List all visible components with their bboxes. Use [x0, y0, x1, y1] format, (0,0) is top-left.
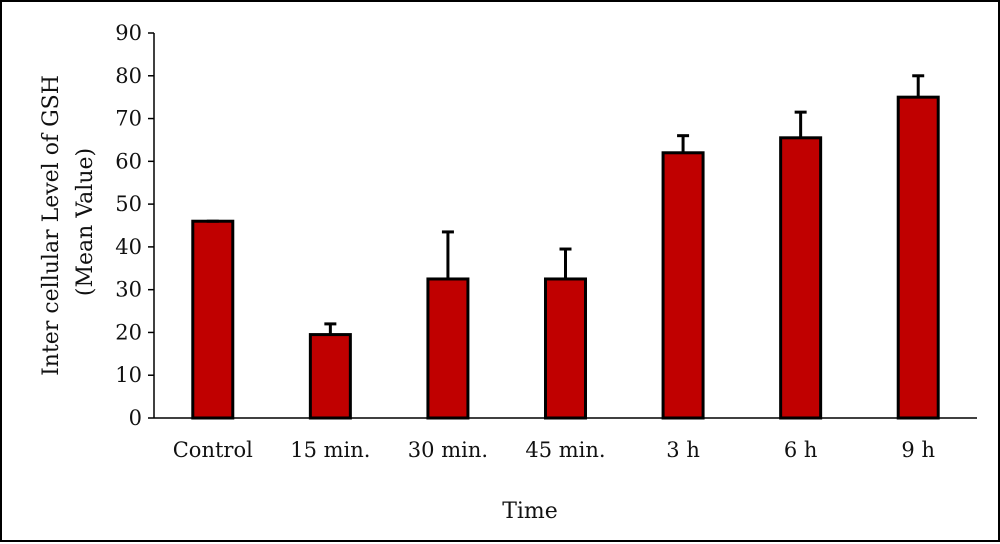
bar — [544, 277, 587, 420]
bar — [896, 95, 940, 420]
x-axis-categories: Control 15 min. 30 min. 45 min. 3 h 6 h 9 h — [173, 438, 935, 462]
bar — [426, 277, 470, 420]
bars — [191, 95, 940, 420]
x-category-label: 3 h — [666, 438, 700, 462]
y-axis-title: Inter cellular Level of GSH (Mean Value) — [39, 68, 98, 376]
x-category-label: 45 min. — [525, 438, 605, 462]
y-tick-label: 50 — [115, 192, 142, 216]
y-axis-title-line1: Inter cellular Level of GSH — [39, 75, 64, 376]
y-tick-label: 20 — [115, 320, 142, 344]
x-axis-title: Time — [502, 499, 558, 524]
bar — [661, 151, 705, 420]
y-tick-label: 0 — [129, 406, 142, 430]
x-category-label: Control — [173, 438, 253, 462]
y-tick-label: 90 — [115, 21, 142, 45]
bar — [191, 219, 235, 420]
x-category-label: 9 h — [901, 438, 935, 462]
y-tick-label: 80 — [115, 64, 142, 88]
x-category-label: 6 h — [784, 438, 818, 462]
y-tick-label: 60 — [115, 149, 142, 173]
y-tick-label: 10 — [115, 363, 142, 387]
y-axis: 0 10 20 30 40 50 60 70 80 90 — [115, 21, 977, 430]
x-category-label: 30 min. — [408, 438, 488, 462]
y-axis-title-line2: (Mean Value) — [73, 148, 98, 296]
x-category-label: 15 min. — [290, 438, 370, 462]
error-bars — [206, 74, 925, 335]
y-tick-label: 40 — [115, 235, 142, 259]
y-tick-label: 30 — [115, 278, 142, 302]
bar — [308, 333, 352, 420]
bar — [779, 136, 823, 420]
y-tick-label: 70 — [115, 107, 142, 131]
